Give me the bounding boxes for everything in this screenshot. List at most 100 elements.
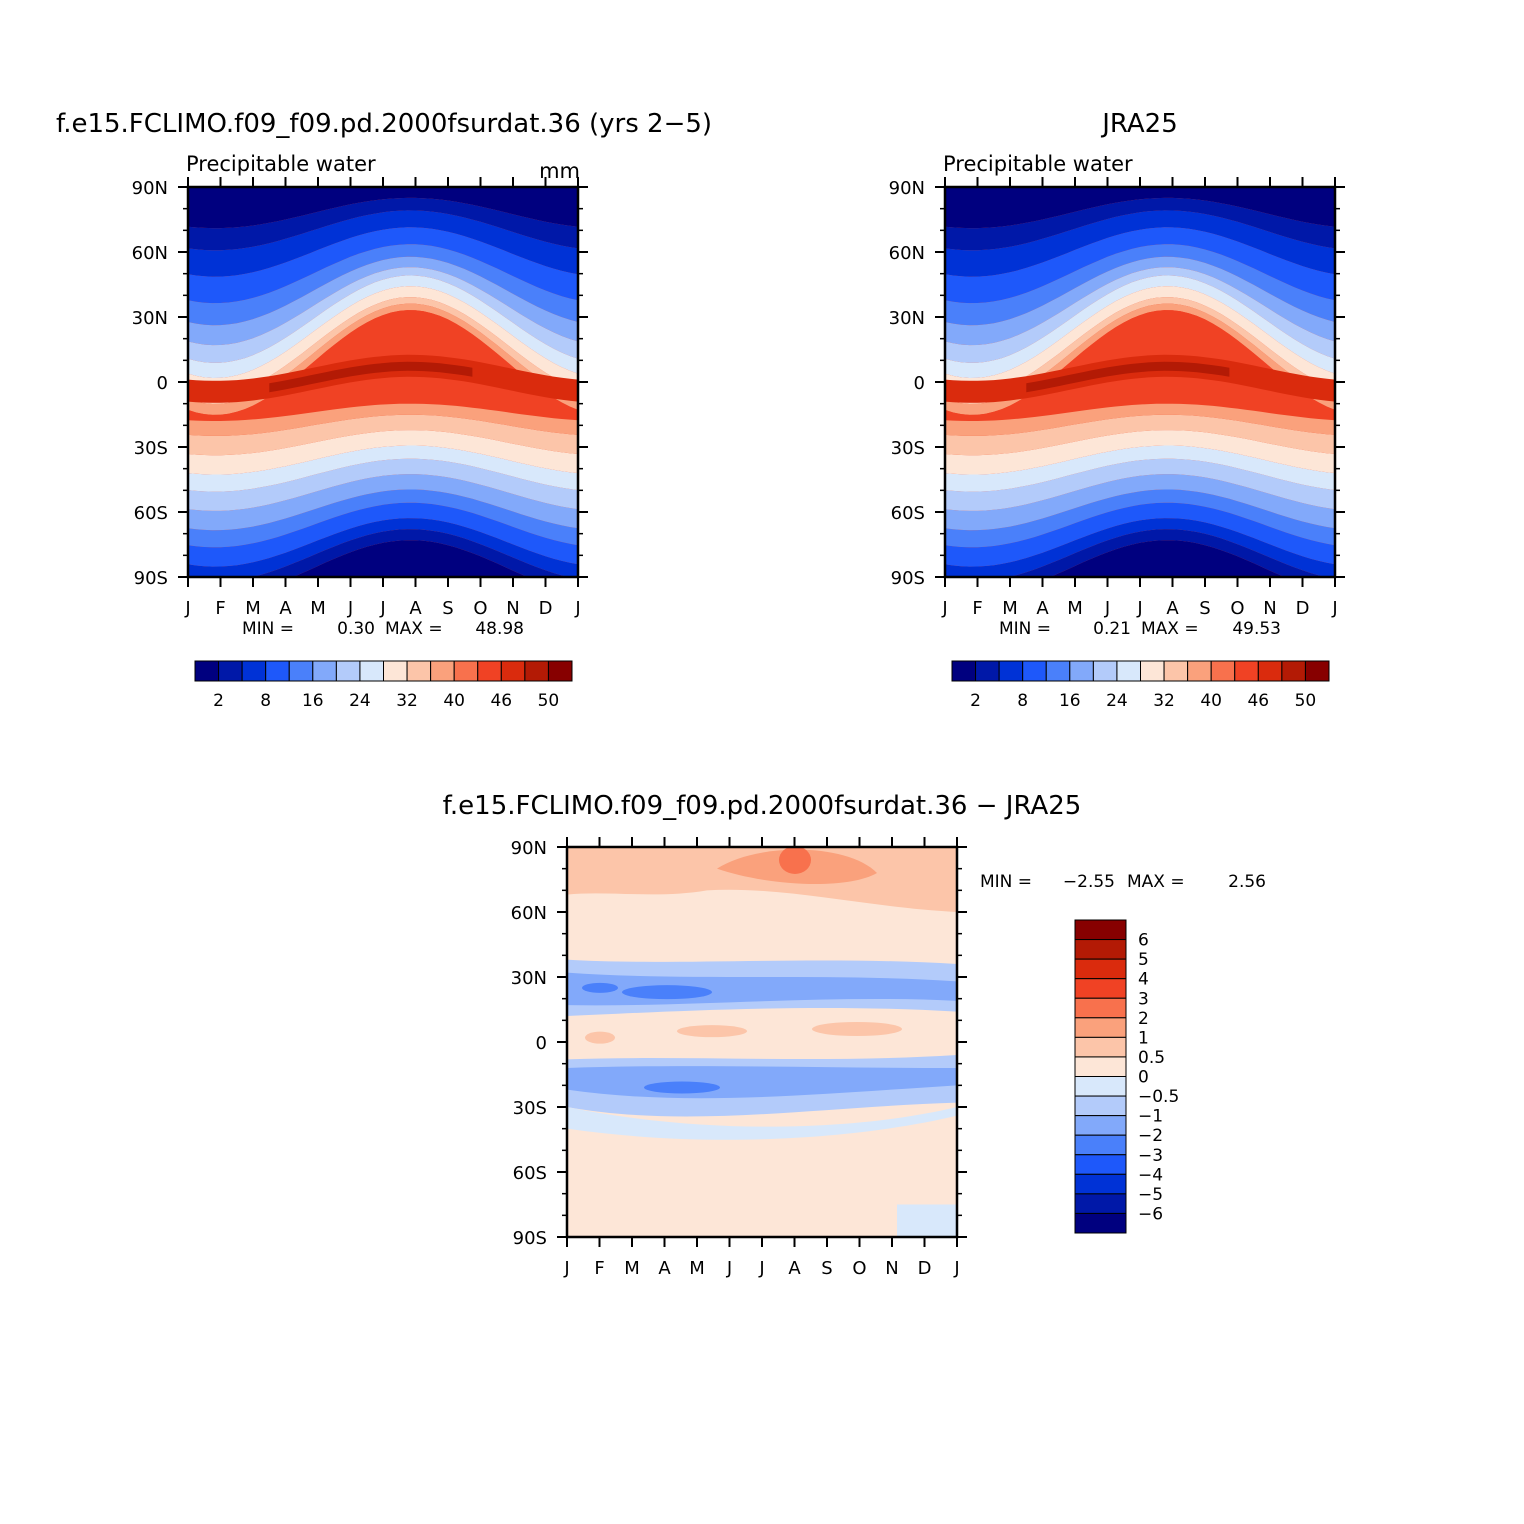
y-tick-label: 30S [891, 438, 925, 459]
band [945, 458, 1335, 511]
min-value: 0.21 [1093, 619, 1131, 639]
min-label: MIN = [242, 619, 294, 639]
band [945, 445, 1335, 492]
colorbar-swatch [194, 660, 220, 682]
max-value: 2.56 [1228, 872, 1266, 892]
colorbar-swatch [1257, 660, 1283, 682]
band [188, 303, 578, 415]
band [945, 210, 1335, 277]
colorbar-swatch [1074, 1193, 1127, 1214]
x-tick-label: J [726, 1258, 732, 1279]
x-tick-label: A [409, 598, 422, 619]
colorbar-swatch [524, 660, 549, 682]
y-tick-label: 60N [889, 243, 925, 264]
colorbar-swatch [1140, 660, 1165, 682]
x-tick-label: O [473, 598, 487, 619]
y-tick-label: 60S [513, 1163, 547, 1184]
x-tick-label: A [788, 1258, 801, 1279]
x-tick-label: N [1263, 598, 1276, 619]
band [812, 1022, 902, 1036]
colorbar-swatch [1074, 1036, 1127, 1058]
max-label: MAX = [1141, 619, 1199, 639]
min-value: 0.30 [337, 619, 375, 639]
colorbar-swatch [1074, 1173, 1127, 1195]
band [188, 267, 578, 363]
colorbar-swatch [1074, 1076, 1127, 1097]
band [252, 529, 569, 577]
band [945, 518, 1335, 577]
colorbar-swatch [951, 660, 977, 682]
colorbar-label: −4 [1138, 1165, 1163, 1185]
y-tick-label: 30S [134, 438, 168, 459]
colorbar-label: 50 [1295, 691, 1317, 711]
y-tick-label: 0 [157, 373, 168, 394]
min-label: MIN = [980, 872, 1032, 892]
x-tick-label: J [563, 1258, 569, 1279]
band [188, 227, 578, 304]
heatmap-field [188, 187, 578, 577]
colorbar-label: 2 [1138, 1009, 1149, 1029]
x-tick-label: J [574, 598, 580, 619]
band [188, 286, 578, 394]
colorbar-swatch [1074, 919, 1127, 941]
x-tick-label: J [347, 598, 353, 619]
min-label: MIN = [999, 619, 1051, 639]
colorbar-label: 3 [1138, 989, 1149, 1009]
colorbar-swatch [1092, 660, 1118, 682]
colorbar-label: 1 [1138, 1028, 1149, 1048]
panel-difference: f.e15.FCLIMO.f09_f09.pd.2000fsurdat.36 −… [443, 791, 1266, 1279]
y-tick-label: 90N [511, 838, 547, 859]
colorbar-swatch [335, 660, 361, 682]
colorbar-swatch [288, 660, 314, 682]
band [945, 414, 1335, 456]
band [945, 403, 1335, 436]
x-tick-label: M [689, 1258, 705, 1279]
band [188, 430, 578, 475]
panel-title: JRA25 [1100, 109, 1178, 139]
band [945, 227, 1335, 304]
colorbar-label: −0.5 [1138, 1087, 1179, 1107]
colorbar-swatch [1116, 660, 1141, 682]
band [188, 458, 578, 511]
x-tick-label: S [442, 598, 453, 619]
colorbar-swatch [430, 660, 455, 682]
colorbar-label: 46 [1247, 691, 1269, 711]
x-tick-label: D [918, 1258, 932, 1279]
y-tick-label: 30N [889, 308, 925, 329]
max-value: 49.53 [1232, 619, 1281, 639]
colorbar-label: 40 [443, 691, 465, 711]
x-tick-label: J [379, 598, 385, 619]
colorbar-swatch [1022, 660, 1047, 682]
minmax-caption: MIN = −2.55 MAX = 2.56 [980, 872, 1266, 892]
band [188, 354, 578, 403]
colorbar-swatch [359, 660, 384, 682]
band [945, 502, 1335, 567]
colorbar-swatch [383, 660, 408, 682]
max-value: 48.98 [475, 619, 524, 639]
y-tick-label: 30N [511, 968, 547, 989]
x-tick-label: M [624, 1258, 640, 1279]
band [622, 985, 712, 1000]
band [188, 445, 578, 492]
colorbar-label: −3 [1138, 1146, 1163, 1166]
band [188, 275, 578, 378]
colorbar-label: 40 [1200, 691, 1222, 711]
max-label: MAX = [385, 619, 443, 639]
y-tick-label: 90S [891, 568, 925, 589]
colorbar-swatch [1187, 660, 1212, 682]
colorbar-swatch [547, 660, 573, 682]
colorbar-swatch [406, 660, 432, 682]
band [1009, 529, 1326, 577]
colorbar-swatch [241, 660, 267, 682]
colorbar-swatch [218, 660, 243, 682]
x-tick-label: N [506, 598, 519, 619]
band [945, 430, 1335, 475]
colorbar-label: 16 [1059, 691, 1081, 711]
x-tick-label: A [279, 598, 292, 619]
band [567, 1107, 957, 1140]
x-tick-label: J [1104, 598, 1110, 619]
max-label: MAX = [1127, 872, 1185, 892]
x-tick-label: A [1036, 598, 1049, 619]
